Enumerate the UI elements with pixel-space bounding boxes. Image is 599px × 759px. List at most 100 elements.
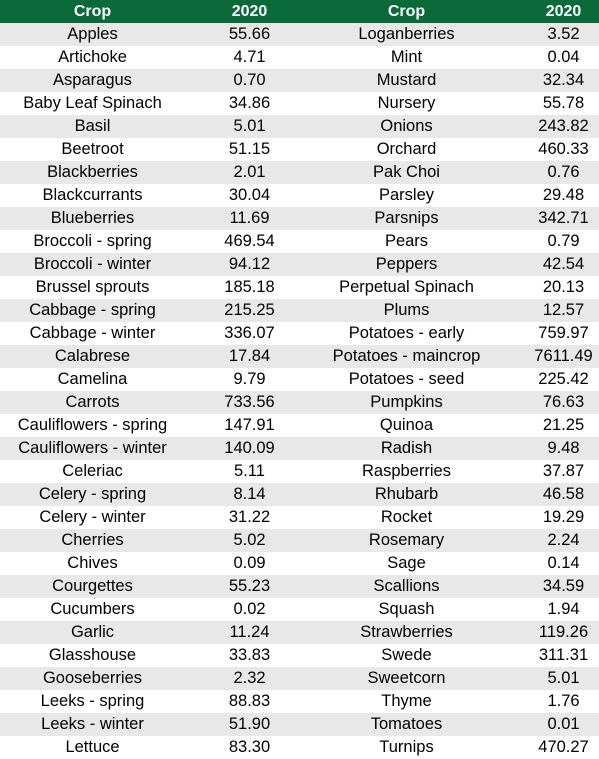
right-crop-cell: Scallions: [314, 575, 499, 598]
right-value-cell: 342.71: [499, 207, 599, 230]
left-crop-cell: Lettuce: [0, 736, 185, 759]
left-crop-cell: Celeriac: [0, 460, 185, 483]
left-crop-cell: Leeks - spring: [0, 690, 185, 713]
right-crop-cell: Potatoes - early: [314, 322, 499, 345]
right-value-cell: 29.48: [499, 184, 599, 207]
right-value-cell: 225.42: [499, 368, 599, 391]
right-value-cell: 119.26: [499, 621, 599, 644]
right-crop-cell: Rhubarb: [314, 483, 499, 506]
left-crop-cell: Camelina: [0, 368, 185, 391]
table-row: Garlic 11.24 Strawberries 119.26: [0, 621, 599, 644]
right-crop-cell: Parsnips: [314, 207, 499, 230]
table-row: Artichoke 4.71 Mint 0.04: [0, 46, 599, 69]
table-row: Leeks - winter 51.90 Tomatoes 0.01: [0, 713, 599, 736]
right-value-cell: 311.31: [499, 644, 599, 667]
table-row: Blackcurrants 30.04 Parsley 29.48: [0, 184, 599, 207]
left-value-cell: 33.83: [185, 644, 314, 667]
right-crop-cell: Peppers: [314, 253, 499, 276]
left-value-cell: 11.69: [185, 207, 314, 230]
table-row: Camelina 9.79 Potatoes - seed 225.42: [0, 368, 599, 391]
left-crop-cell: Apples: [0, 23, 185, 46]
table-row: Gooseberries 2.32 Sweetcorn 5.01: [0, 667, 599, 690]
left-crop-cell: Glasshouse: [0, 644, 185, 667]
table-row: Chives 0.09 Sage 0.14: [0, 552, 599, 575]
left-crop-cell: Gooseberries: [0, 667, 185, 690]
left-value-cell: 5.11: [185, 460, 314, 483]
right-value-cell: 1.94: [499, 598, 599, 621]
right-value-cell: 32.34: [499, 69, 599, 92]
left-value-cell: 31.22: [185, 506, 314, 529]
right-crop-cell: Nursery: [314, 92, 499, 115]
left-value-cell: 0.70: [185, 69, 314, 92]
right-value-cell: 460.33: [499, 138, 599, 161]
right-crop-cell: Sweetcorn: [314, 667, 499, 690]
left-value-cell: 185.18: [185, 276, 314, 299]
left-crop-cell: Cabbage - spring: [0, 299, 185, 322]
right-value-cell: 9.48: [499, 437, 599, 460]
right-value-cell: 21.25: [499, 414, 599, 437]
left-value-cell: 0.09: [185, 552, 314, 575]
left-crop-cell: Brussel sprouts: [0, 276, 185, 299]
left-crop-cell: Baby Leaf Spinach: [0, 92, 185, 115]
left-crop-cell: Beetroot: [0, 138, 185, 161]
left-crop-cell: Cauliflowers - spring: [0, 414, 185, 437]
right-value-cell: 0.01: [499, 713, 599, 736]
right-value-cell: 2.24: [499, 529, 599, 552]
table-row: Baby Leaf Spinach 34.86 Nursery 55.78: [0, 92, 599, 115]
right-crop-cell: Tomatoes: [314, 713, 499, 736]
header-year-right: 2020: [499, 0, 599, 23]
right-crop-cell: Thyme: [314, 690, 499, 713]
left-value-cell: 336.07: [185, 322, 314, 345]
right-value-cell: 20.13: [499, 276, 599, 299]
table-row: Basil 5.01 Onions 243.82: [0, 115, 599, 138]
table-row: Cucumbers 0.02 Squash 1.94: [0, 598, 599, 621]
right-value-cell: 46.58: [499, 483, 599, 506]
left-value-cell: 8.14: [185, 483, 314, 506]
right-crop-cell: Radish: [314, 437, 499, 460]
right-crop-cell: Mint: [314, 46, 499, 69]
left-value-cell: 94.12: [185, 253, 314, 276]
left-crop-cell: Cherries: [0, 529, 185, 552]
left-value-cell: 140.09: [185, 437, 314, 460]
right-crop-cell: Turnips: [314, 736, 499, 759]
left-crop-cell: Cabbage - winter: [0, 322, 185, 345]
table-row: Calabrese 17.84 Potatoes - maincrop 7611.49: [0, 345, 599, 368]
right-crop-cell: Plums: [314, 299, 499, 322]
right-crop-cell: Pears: [314, 230, 499, 253]
right-value-cell: 76.63: [499, 391, 599, 414]
right-crop-cell: Potatoes - maincrop: [314, 345, 499, 368]
left-value-cell: 5.02: [185, 529, 314, 552]
table-row: Asparagus 0.70 Mustard 32.34: [0, 69, 599, 92]
right-crop-cell: Rocket: [314, 506, 499, 529]
left-value-cell: 9.79: [185, 368, 314, 391]
left-crop-cell: Courgettes: [0, 575, 185, 598]
right-value-cell: 12.57: [499, 299, 599, 322]
left-crop-cell: Broccoli - winter: [0, 253, 185, 276]
left-value-cell: 733.56: [185, 391, 314, 414]
right-crop-cell: Squash: [314, 598, 499, 621]
right-value-cell: 0.79: [499, 230, 599, 253]
table-row: Celery - winter 31.22 Rocket 19.29: [0, 506, 599, 529]
left-crop-cell: Blackberries: [0, 161, 185, 184]
left-crop-cell: Calabrese: [0, 345, 185, 368]
left-value-cell: 17.84: [185, 345, 314, 368]
right-value-cell: 5.01: [499, 667, 599, 690]
table-row: Celeriac 5.11 Raspberries 37.87: [0, 460, 599, 483]
right-value-cell: 34.59: [499, 575, 599, 598]
right-crop-cell: Parsley: [314, 184, 499, 207]
table-row: Broccoli - spring 469.54 Pears 0.79: [0, 230, 599, 253]
left-value-cell: 2.32: [185, 667, 314, 690]
table-row: Courgettes 55.23 Scallions 34.59: [0, 575, 599, 598]
table-row: Leeks - spring 88.83 Thyme 1.76: [0, 690, 599, 713]
left-value-cell: 11.24: [185, 621, 314, 644]
left-value-cell: 51.90: [185, 713, 314, 736]
left-crop-cell: Basil: [0, 115, 185, 138]
table-row: Glasshouse 33.83 Swede 311.31: [0, 644, 599, 667]
right-crop-cell: Sage: [314, 552, 499, 575]
right-value-cell: 37.87: [499, 460, 599, 483]
table-row: Blackberries 2.01 Pak Choi 0.76: [0, 161, 599, 184]
right-crop-cell: Perpetual Spinach: [314, 276, 499, 299]
left-value-cell: 30.04: [185, 184, 314, 207]
left-crop-cell: Artichoke: [0, 46, 185, 69]
